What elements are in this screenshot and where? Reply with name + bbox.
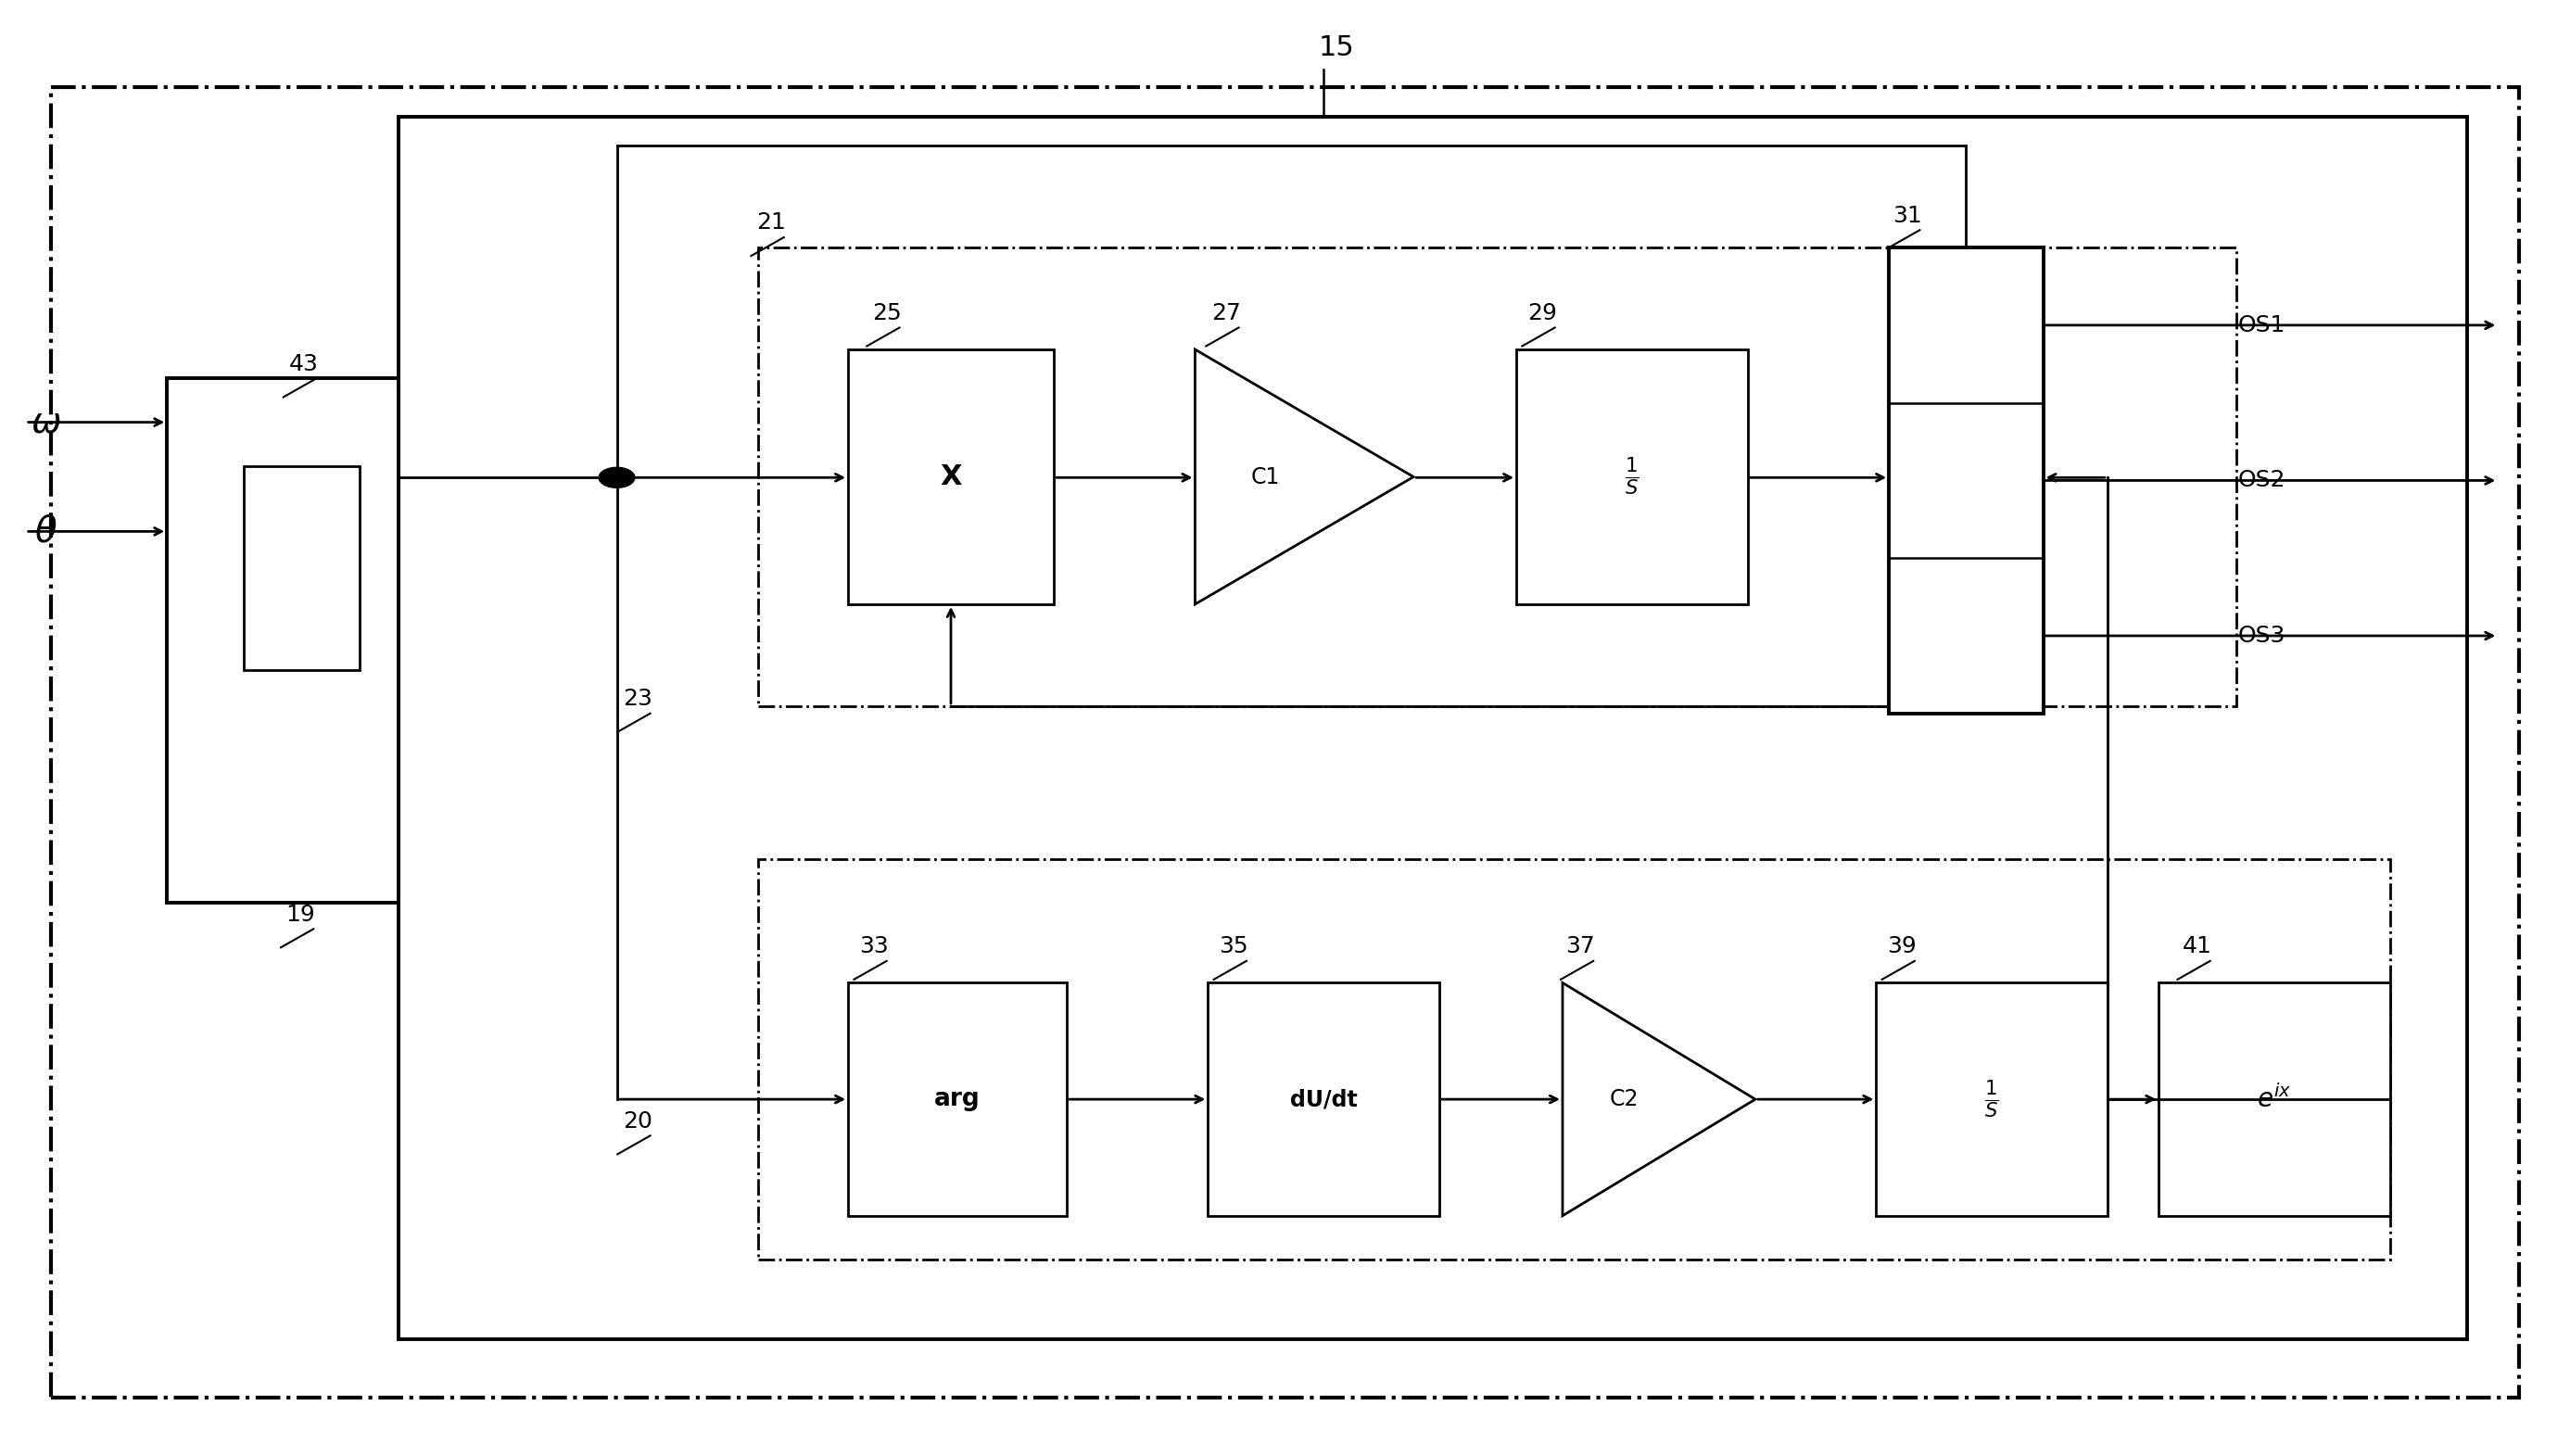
Text: dU/dt: dU/dt [1290,1088,1357,1111]
FancyBboxPatch shape [848,349,1054,604]
FancyBboxPatch shape [167,379,398,903]
Text: OS1: OS1 [2238,314,2285,336]
FancyBboxPatch shape [51,87,2519,1398]
Text: X: X [941,463,961,491]
Text: 27: 27 [1210,301,1241,325]
Text: 37: 37 [1565,935,1596,958]
Text: $\omega$: $\omega$ [31,405,62,440]
Text: OS2: OS2 [2238,469,2285,492]
FancyBboxPatch shape [1876,983,2107,1216]
Text: 33: 33 [858,935,889,958]
FancyBboxPatch shape [1208,983,1439,1216]
Text: 21: 21 [756,211,786,234]
FancyBboxPatch shape [758,859,2390,1259]
FancyBboxPatch shape [1516,349,1748,604]
FancyBboxPatch shape [244,466,360,670]
Text: 31: 31 [1892,204,1922,227]
FancyBboxPatch shape [1889,248,2043,713]
Text: arg: arg [935,1088,979,1111]
Text: 39: 39 [1886,935,1917,958]
Text: 29: 29 [1527,301,1557,325]
Polygon shape [1195,349,1414,604]
Text: 19: 19 [285,903,316,926]
Text: OS3: OS3 [2238,625,2285,646]
Text: $\theta$: $\theta$ [33,514,59,549]
Text: 25: 25 [871,301,902,325]
FancyBboxPatch shape [758,248,2236,706]
Text: 41: 41 [2182,935,2213,958]
Text: C2: C2 [1609,1088,1640,1111]
Text: 35: 35 [1218,935,1249,958]
Text: $e^{ix}$: $e^{ix}$ [2256,1085,2292,1114]
Text: $\frac{1}{S}$: $\frac{1}{S}$ [1984,1079,1999,1120]
FancyBboxPatch shape [848,983,1067,1216]
Text: 20: 20 [622,1109,653,1133]
Polygon shape [1563,983,1755,1216]
Circle shape [599,467,635,488]
Text: C1: C1 [1252,466,1280,488]
FancyBboxPatch shape [398,116,2467,1340]
Text: 43: 43 [288,352,319,376]
Text: $\frac{1}{S}$: $\frac{1}{S}$ [1624,456,1640,498]
FancyBboxPatch shape [2159,983,2390,1216]
Text: 23: 23 [622,687,653,711]
Text: 15: 15 [1318,35,1354,61]
